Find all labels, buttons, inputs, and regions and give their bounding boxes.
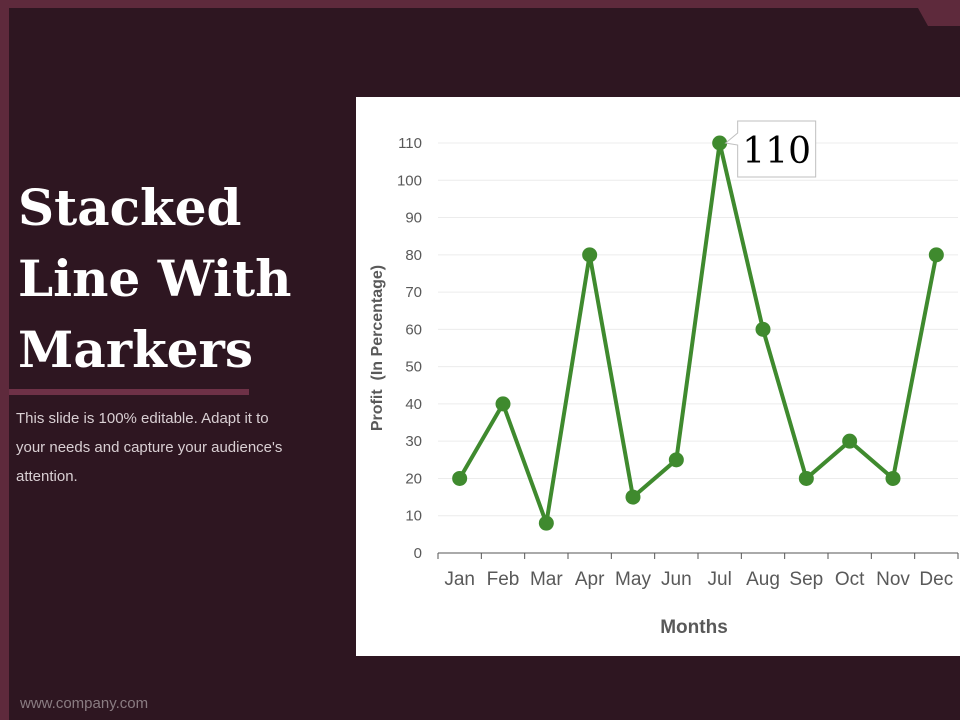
data-point-marker	[755, 321, 771, 337]
x-tick-label: Jul	[708, 569, 732, 590]
data-point-marker	[798, 470, 814, 486]
x-tick-label: Nov	[876, 569, 910, 590]
slide-frame-notch	[918, 8, 938, 26]
series-line	[457, 141, 939, 526]
slide-frame-left	[0, 0, 9, 720]
y-axis-title: Profit (In Percentage)	[369, 265, 386, 431]
footer-url: www.company.com	[20, 695, 149, 712]
x-tick-label: Aug	[746, 569, 780, 590]
callout-box	[724, 120, 817, 178]
x-tick-label: Dec	[919, 569, 953, 590]
y-tick-label: 100	[397, 172, 422, 189]
data-point-marker	[712, 135, 728, 151]
callout-label: 110	[742, 131, 811, 172]
y-tick-label: 0	[414, 545, 422, 562]
slide-title-line: Markers	[18, 320, 254, 379]
slide-title: Stacked Line With Markers	[18, 172, 338, 385]
data-point-marker	[582, 247, 598, 263]
data-point-marker	[842, 433, 858, 449]
y-tick-label: 70	[405, 284, 422, 301]
y-tick-label: 40	[405, 396, 422, 413]
x-tick-label: Sep	[789, 569, 823, 590]
y-tick-label: 80	[405, 247, 422, 264]
data-point-marker	[928, 247, 944, 263]
y-tick-label: 30	[405, 433, 422, 450]
data-point-marker	[668, 452, 684, 468]
data-point-marker	[885, 470, 901, 486]
chart-panel: 0 10 20 30 40 50 60 70 80 90 100 110 Jan Feb Mar Apr May…	[356, 97, 960, 656]
slide-title-line: Stacked	[18, 178, 242, 237]
x-tick-label: Jun	[661, 569, 692, 590]
y-tick-label: 20	[405, 470, 422, 487]
x-axis-title: Months	[660, 617, 728, 638]
x-tick-label: Apr	[575, 569, 605, 590]
y-tick-label: 110	[398, 135, 422, 152]
x-tick-label: Oct	[835, 569, 865, 590]
slide-frame-top	[0, 0, 960, 8]
x-tick-label: Mar	[530, 569, 563, 590]
line-chart: 0 10 20 30 40 50 60 70 80 90 100 110 Jan Feb Mar Apr May…	[369, 120, 959, 638]
data-point-marker	[625, 489, 641, 505]
x-tick-label: May	[615, 569, 651, 590]
data-point-marker	[452, 470, 468, 486]
y-tick-label: 10	[405, 508, 422, 525]
slide-subtitle: This slide is 100% editable. Adapt it to…	[16, 410, 283, 485]
title-underline	[9, 389, 249, 395]
y-tick-label: 60	[405, 321, 422, 338]
y-tick-label: 50	[405, 359, 422, 376]
data-point-marker	[538, 515, 554, 531]
y-tick-label: 90	[405, 210, 422, 227]
x-tick-label: Jan	[444, 569, 475, 590]
x-tick-label: Feb	[487, 569, 520, 590]
slide-title-line: Line With	[18, 249, 292, 308]
data-point-marker	[495, 396, 511, 412]
